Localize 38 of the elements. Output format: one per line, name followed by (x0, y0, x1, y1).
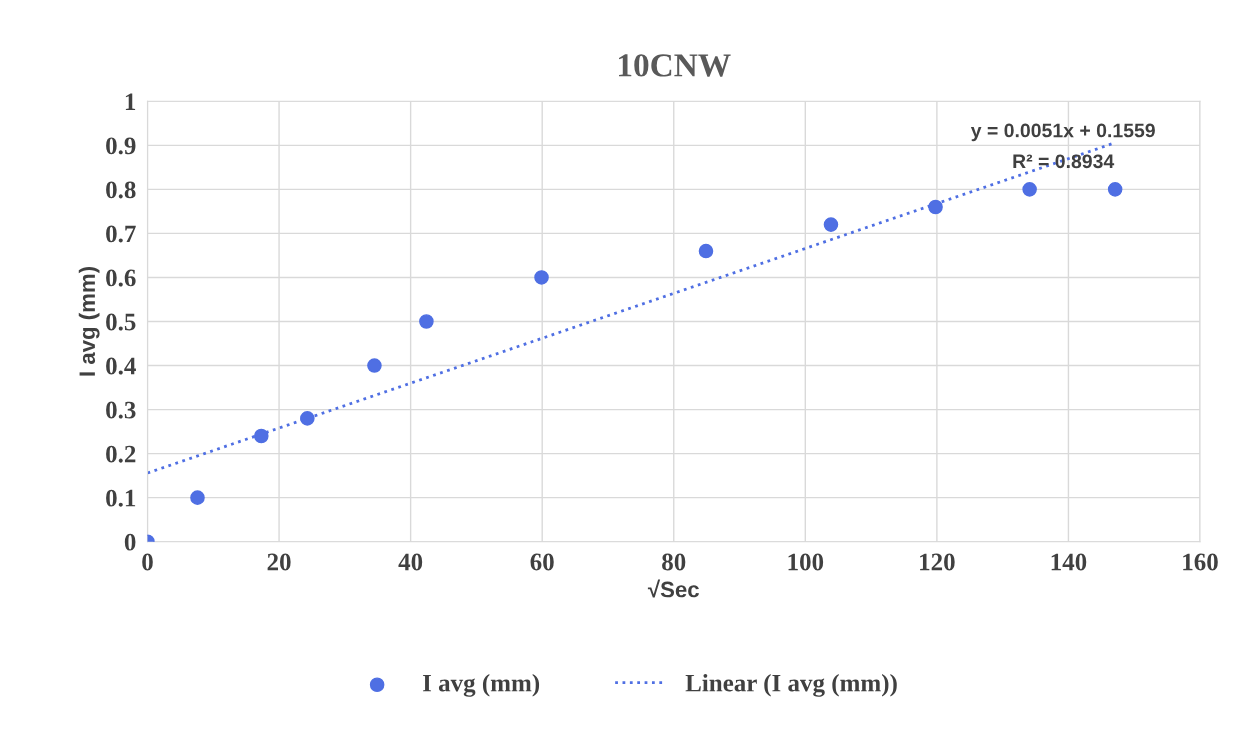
y-tick-label: 0.7 (106, 225, 136, 243)
point (698, 243, 714, 259)
x-tick-label: 60 (530, 553, 554, 571)
y-tick-label: 0.2 (106, 445, 136, 463)
annotation: R² = 0.8934 (1013, 154, 1115, 169)
x-tick-label: 0 (142, 553, 153, 571)
x-tick-label: 20 (267, 553, 291, 571)
y-tick-label: 0 (124, 533, 136, 551)
point (190, 490, 205, 505)
point (823, 217, 839, 232)
point (367, 358, 382, 373)
y-tick-label: 1 (125, 93, 136, 110)
legend-label: I avg (mm) (422, 673, 540, 697)
legend-label: Linear (I avg (mm)) (685, 673, 897, 697)
y-tick-label: 0.5 (106, 313, 136, 331)
point (534, 270, 549, 285)
point (1022, 182, 1037, 197)
point (300, 411, 315, 426)
x-tick-label: 120 (920, 553, 955, 571)
y-tick-label: 0.1 (106, 489, 136, 507)
point (1107, 182, 1123, 197)
y-tick-label: 0.8 (106, 181, 136, 199)
y-tick-label: 0.6 (106, 269, 136, 287)
y-tick-label: 0.9 (106, 137, 136, 155)
x-tick-label: 40 (398, 553, 423, 571)
x-tick-label: 140 (1051, 553, 1087, 571)
x-axis-title: √Sec (647, 579, 699, 598)
point (419, 314, 434, 329)
y-tick-label: 0.4 (106, 357, 136, 375)
x-tick-label: 100 (788, 553, 824, 571)
annotation: y = 0.0051x + 0.1559 (970, 123, 1155, 142)
x-tick-label: 160 (1183, 553, 1218, 571)
point (928, 199, 943, 215)
y-tick-label: 0.3 (106, 401, 136, 419)
point (254, 428, 269, 444)
x-tick-label: 80 (662, 553, 686, 571)
chart-title: 10CNW (619, 54, 731, 77)
y-axis-title: I avg (mm) (78, 267, 100, 376)
